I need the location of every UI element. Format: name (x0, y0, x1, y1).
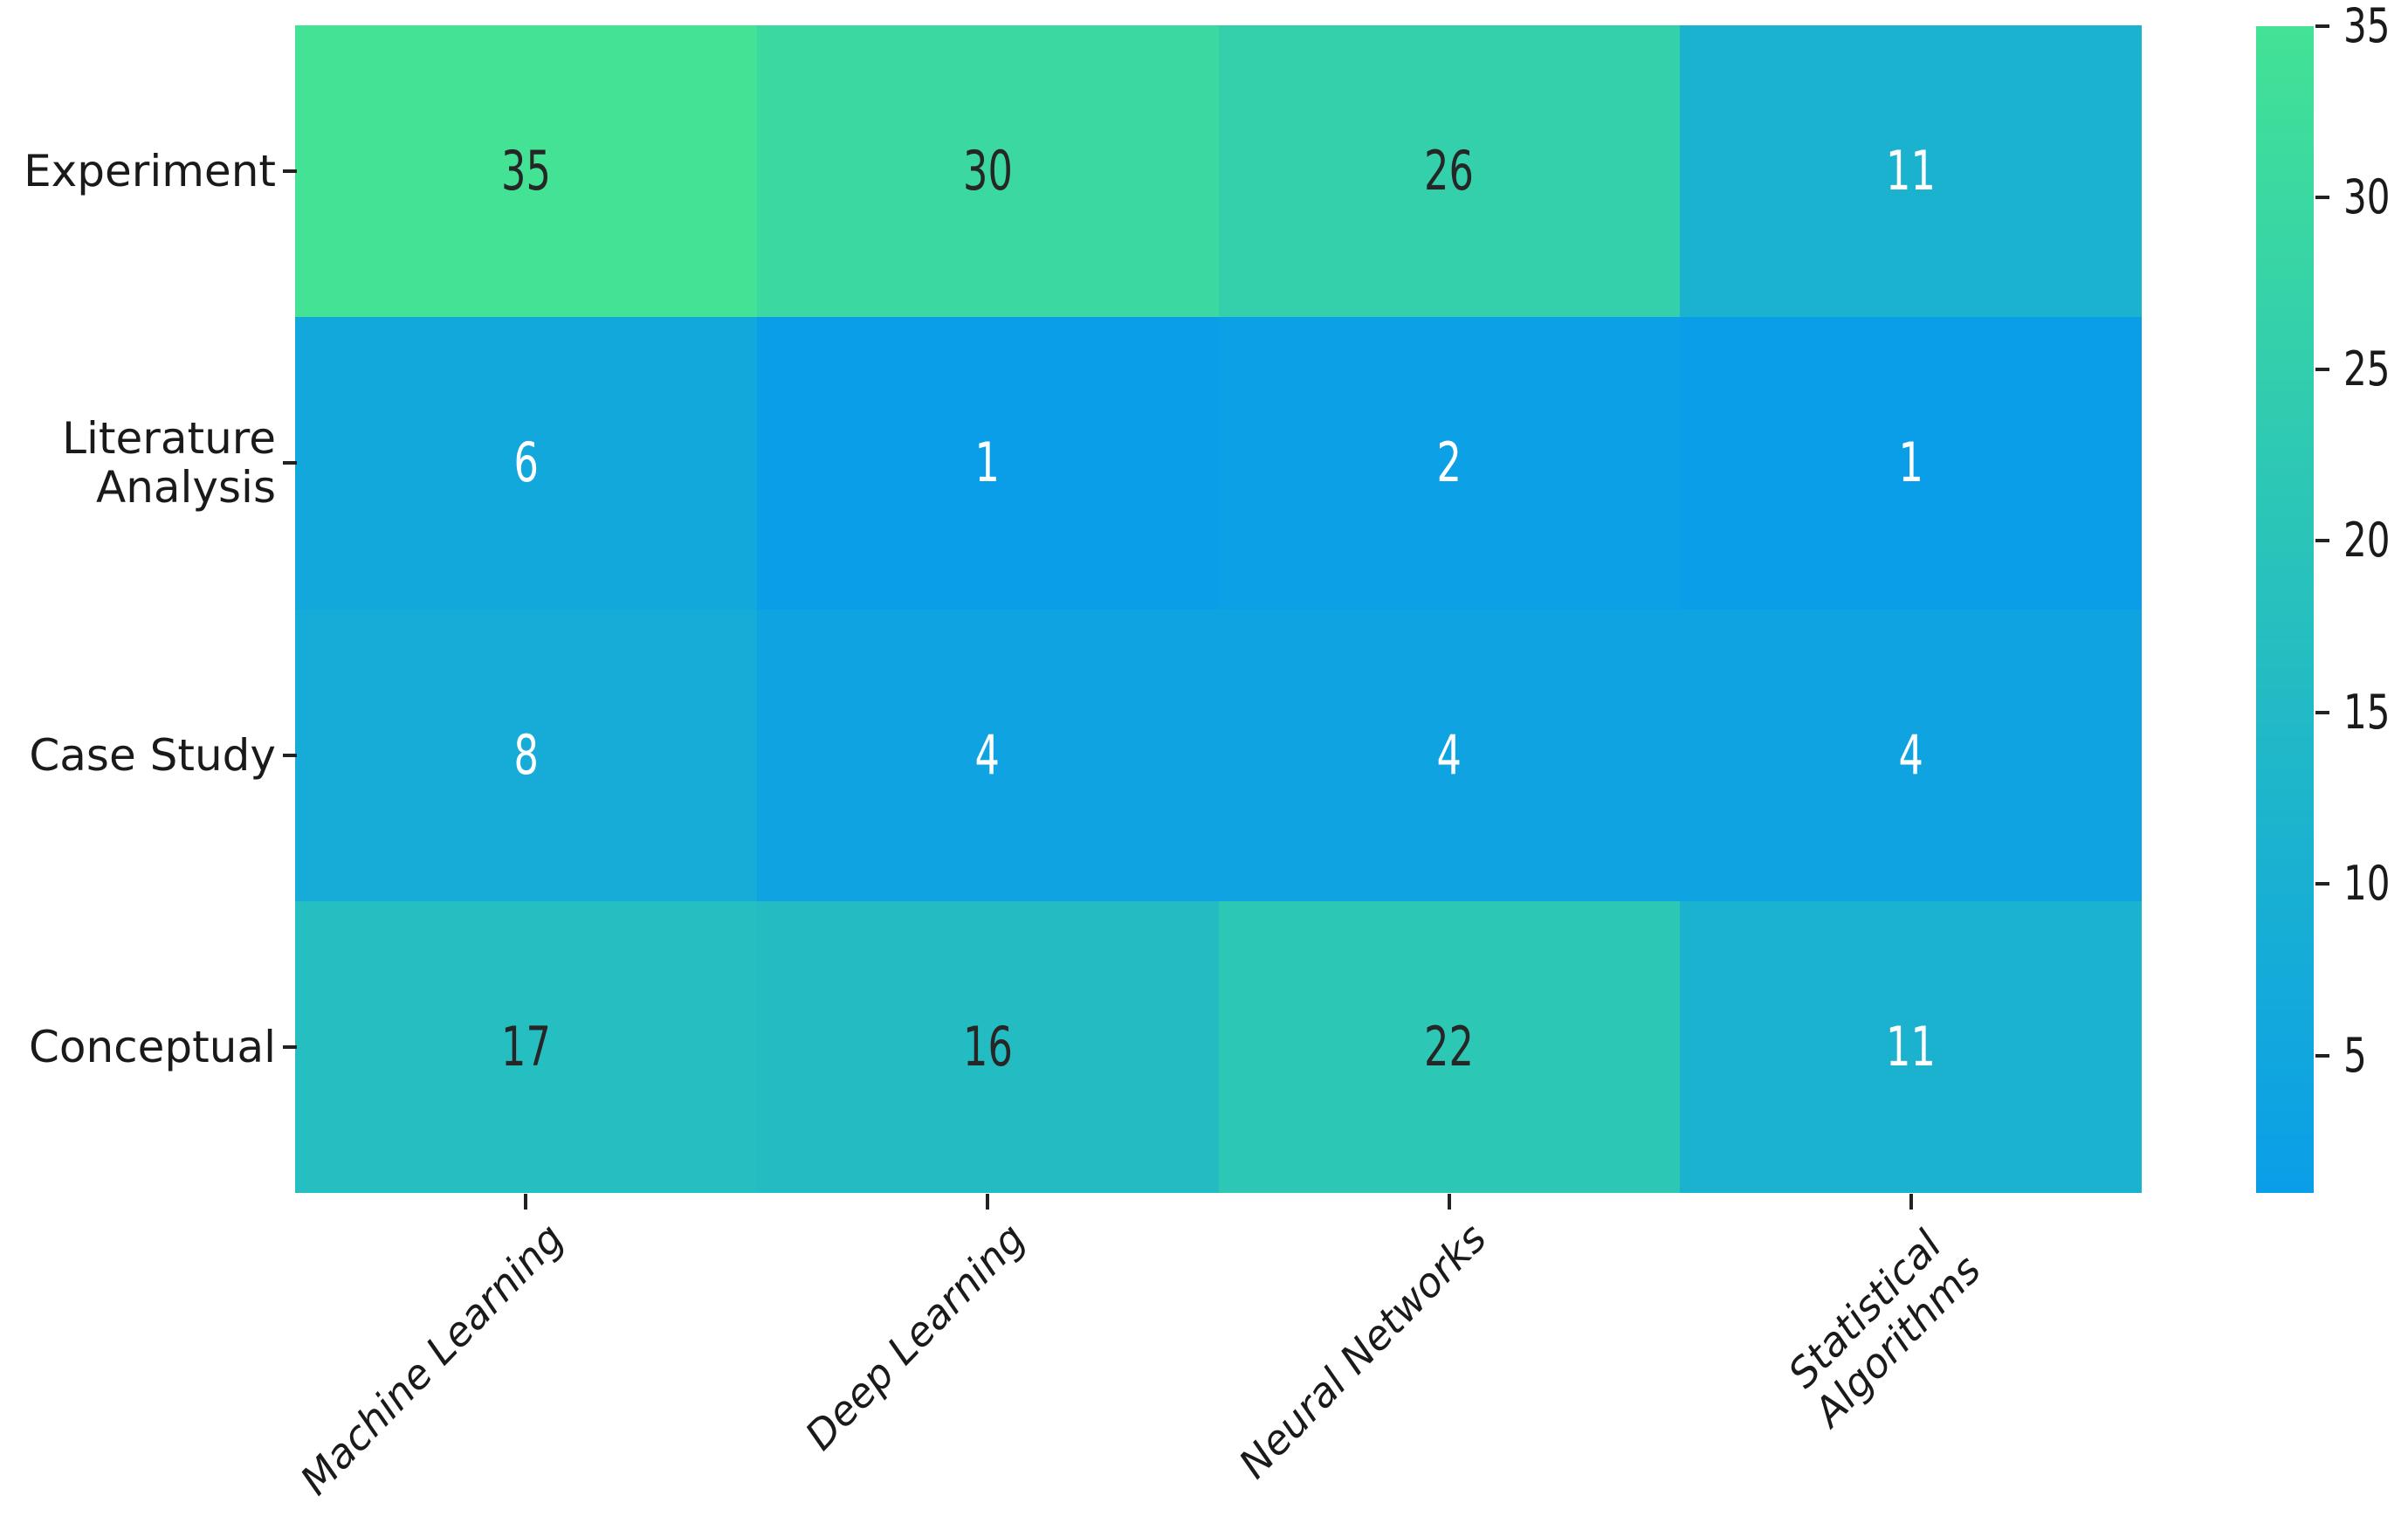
y-tick-mark (283, 169, 297, 174)
heatmap-cell: 30 (756, 25, 1219, 318)
colorbar-tick-mark (2315, 539, 2329, 543)
colorbar-tick-mark (2315, 367, 2329, 371)
colorbar-tick-label: 15 (2343, 684, 2391, 740)
x-tick-label: Deep Learning (795, 1214, 1035, 1459)
heatmap-cell: 11 (1680, 25, 2142, 318)
colorbar-tick-mark (2315, 24, 2329, 28)
colorbar-tick-label: 5 (2343, 1027, 2367, 1083)
cell-value: 1 (974, 431, 1001, 495)
x-tick-label: Machine Learning (291, 1214, 573, 1504)
colorbar-tick-mark (2315, 196, 2329, 200)
cell-value: 4 (974, 722, 1001, 787)
heatmap-cell: 1 (756, 317, 1219, 610)
colorbar-gradient (2256, 26, 2314, 1193)
cell-value: 4 (1898, 722, 1923, 787)
x-tick-mark (1909, 1194, 1913, 1210)
cell-value: 11 (1886, 139, 1937, 203)
cell-value: 30 (962, 139, 1013, 203)
x-tick-mark (1447, 1194, 1451, 1210)
colorbar-tick-label: 30 (2343, 169, 2391, 225)
cell-value: 11 (1886, 1014, 1937, 1079)
colorbar-tick-mark (2315, 882, 2329, 886)
colorbar-tick-mark (2315, 710, 2329, 714)
y-tick-label: Experiment (24, 146, 276, 197)
heatmap-cell: 17 (295, 900, 757, 1193)
y-tick-label: Conceptual (28, 1021, 276, 1072)
colorbar-tick-mark (2315, 1053, 2329, 1058)
cell-value: 4 (1436, 722, 1462, 787)
cell-value: 8 (513, 722, 539, 787)
cell-value: 1 (1898, 431, 1923, 495)
cell-value: 6 (513, 431, 539, 495)
heatmap-cell: 8 (295, 609, 757, 901)
x-tick-label: Neural Networks (1229, 1214, 1496, 1488)
y-tick-mark (283, 1044, 297, 1049)
colorbar-tick-label: 35 (2343, 0, 2391, 53)
heatmap-grid: 35 30 26 11 6 1 2 1 8 4 4 4 17 16 22 11 (295, 25, 2142, 1193)
heatmap-cell: 11 (1680, 900, 2142, 1193)
x-tick-mark (986, 1194, 990, 1210)
colorbar-tick-label: 20 (2343, 513, 2391, 569)
heatmap-cell: 2 (1218, 317, 1681, 610)
heatmap-cell: 1 (1680, 317, 2142, 610)
y-tick-mark (283, 753, 297, 757)
heatmap-cell: 22 (1218, 900, 1681, 1193)
cell-value: 17 (500, 1014, 551, 1079)
cell-value: 2 (1436, 431, 1462, 495)
y-tick-mark (283, 461, 297, 465)
y-tick-label: Literature Analysis (62, 413, 276, 513)
heatmap-cell: 4 (756, 609, 1219, 901)
x-tick-mark (524, 1194, 528, 1210)
heatmap-cell: 16 (756, 900, 1219, 1193)
heatmap-cell: 6 (295, 317, 757, 610)
cell-value: 22 (1424, 1014, 1475, 1079)
cell-value: 26 (1424, 139, 1475, 203)
y-tick-label: Case Study (29, 729, 276, 781)
heatmap-cell: 4 (1218, 609, 1681, 901)
colorbar-tick-label: 25 (2343, 341, 2391, 396)
heatmap-cell: 4 (1680, 609, 2142, 901)
x-tick-label: Statistical Algorithms (1778, 1221, 1991, 1436)
cell-value: 35 (500, 139, 551, 203)
heatmap-cell: 35 (295, 25, 757, 318)
colorbar-tick-label: 10 (2343, 856, 2391, 912)
heatmap-cell: 26 (1218, 25, 1681, 318)
cell-value: 16 (962, 1014, 1013, 1079)
